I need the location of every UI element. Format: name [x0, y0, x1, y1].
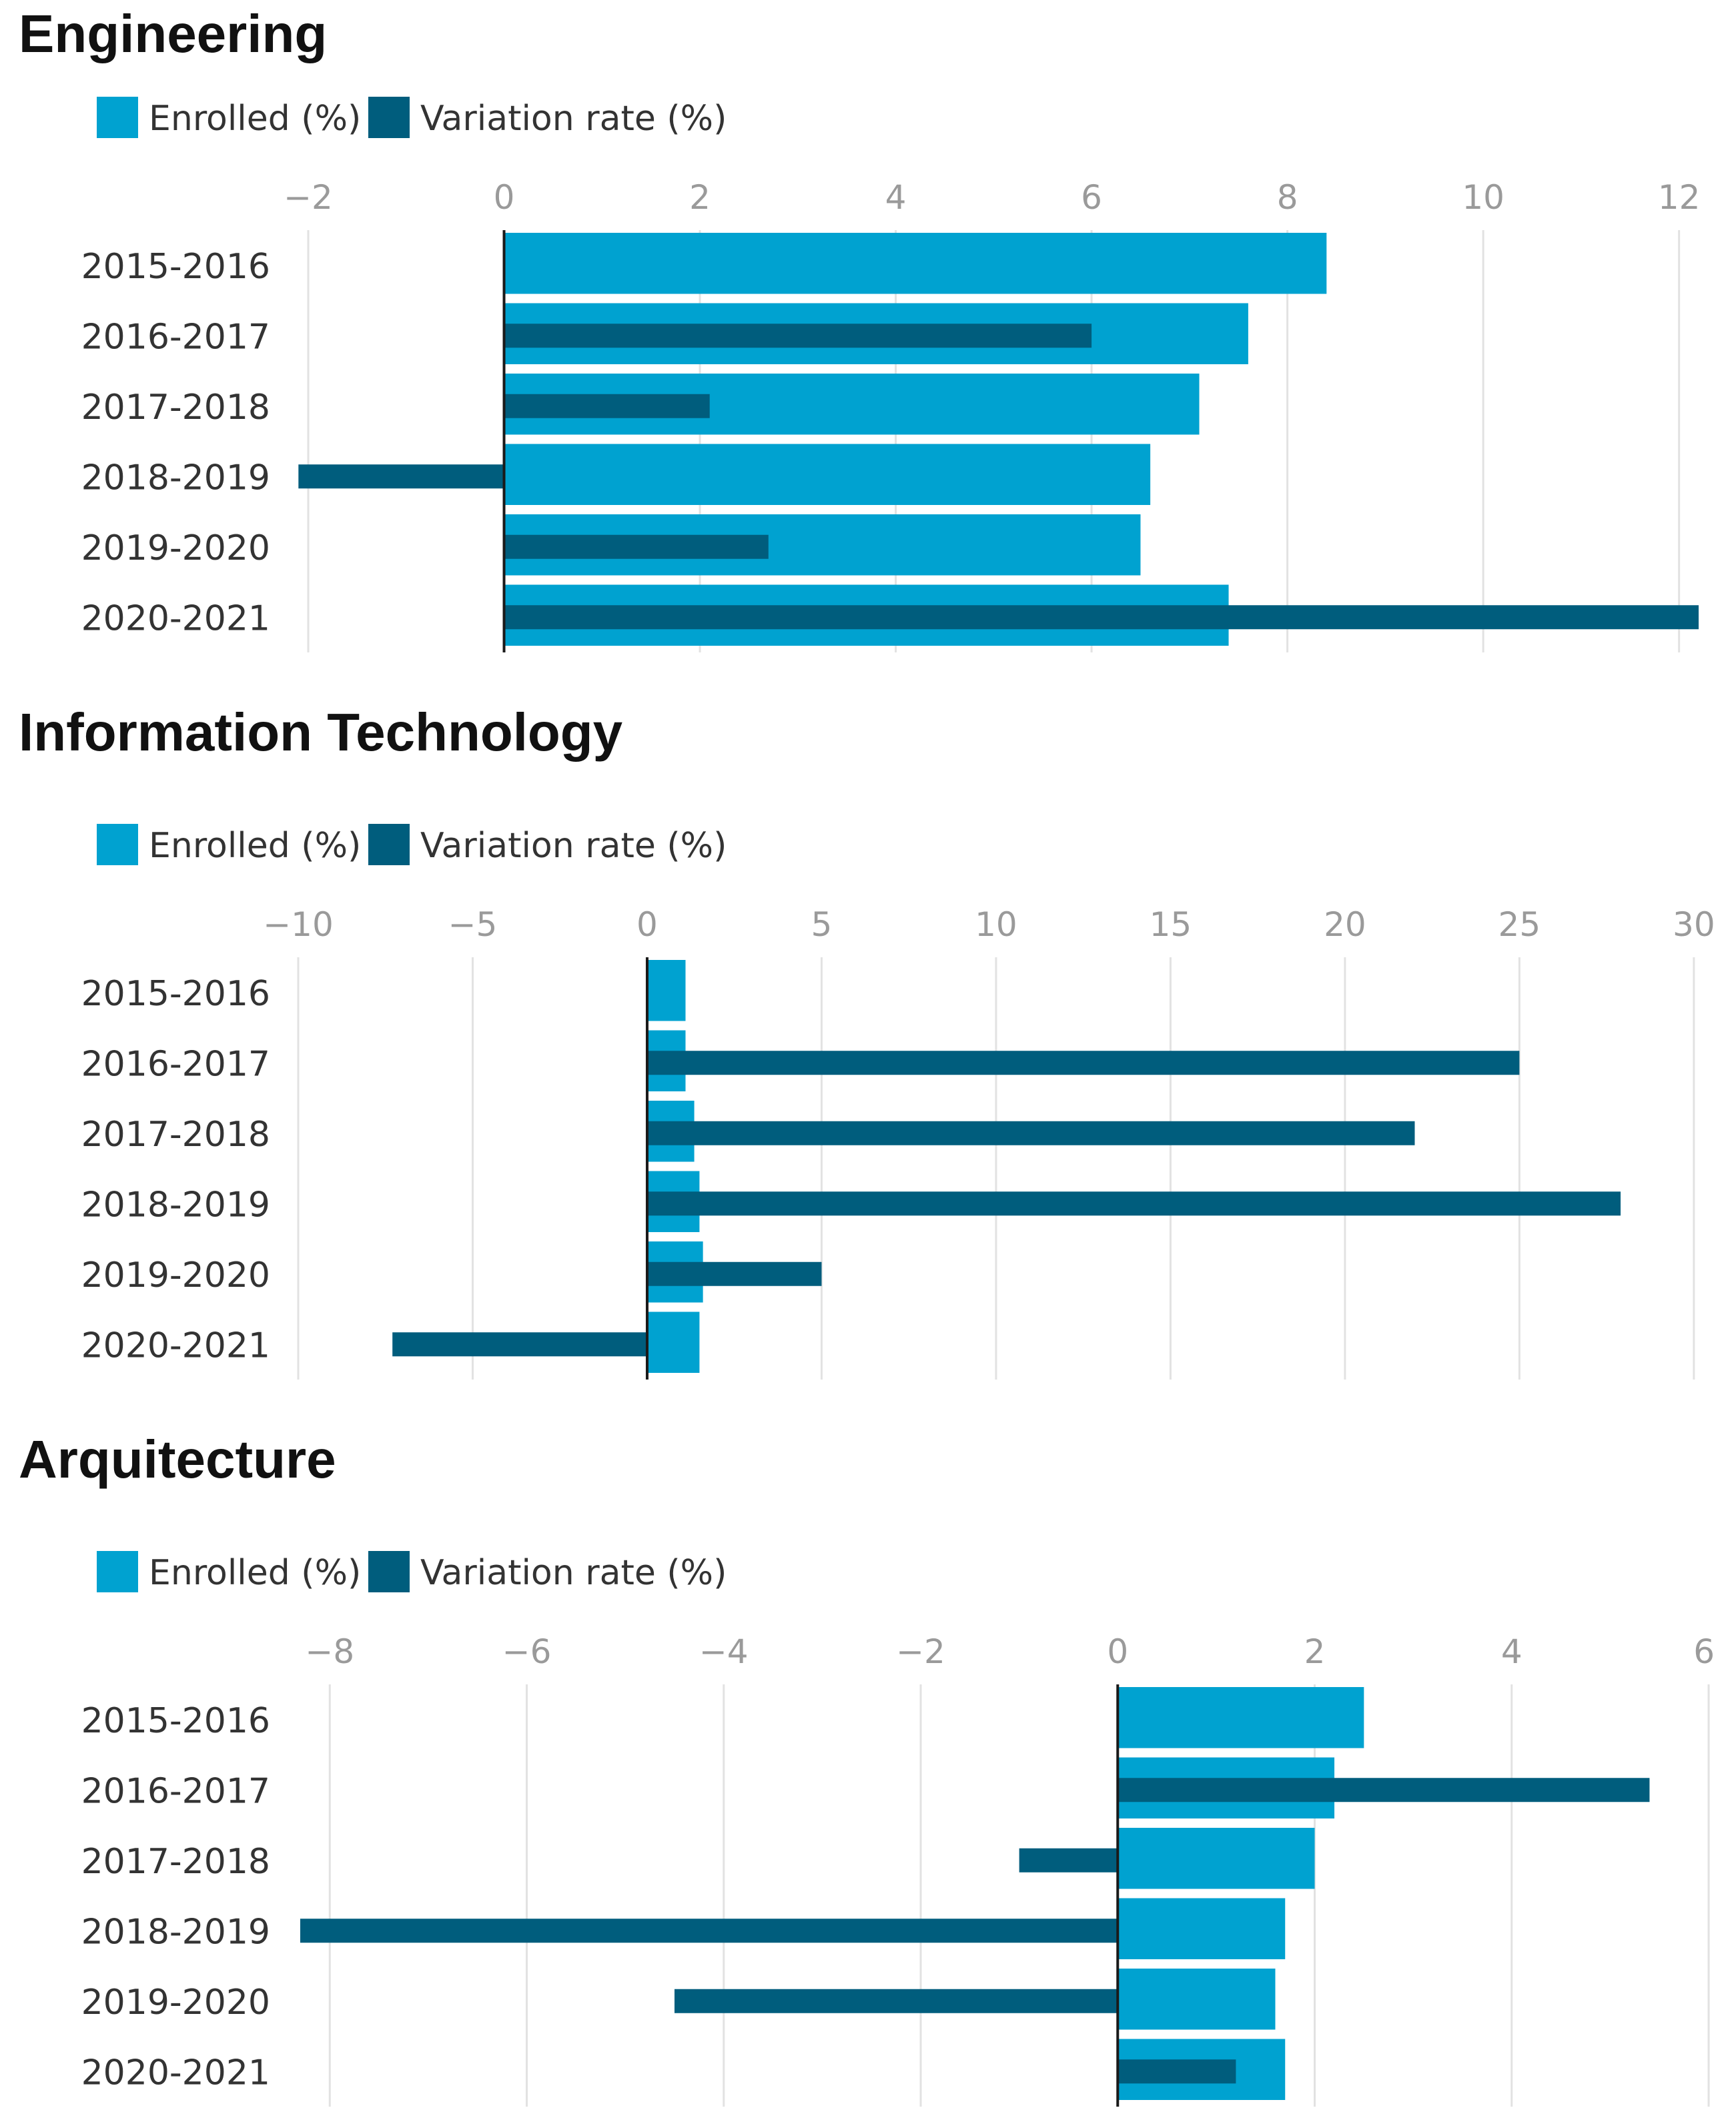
legend-label: Enrolled (%) [149, 1553, 361, 1593]
category-label: 2017-2018 [81, 1115, 270, 1155]
legend-enrolled[interactable]: Enrolled (%) [97, 1551, 361, 1593]
bar-variation[interactable] [1019, 1848, 1118, 1873]
bar-variation[interactable] [646, 1261, 822, 1286]
legend-swatch [368, 1551, 410, 1592]
x-tick-label: −10 [263, 905, 334, 944]
bar-variation[interactable] [392, 1332, 647, 1357]
category-label: 2018-2019 [81, 1912, 270, 1952]
bar-variation[interactable] [1118, 1778, 1650, 1802]
x-tick-label: 20 [1324, 905, 1366, 944]
x-tick-label: 25 [1498, 905, 1541, 944]
x-tick-label: 6 [1081, 178, 1102, 217]
category-label: 2018-2019 [81, 1185, 270, 1225]
x-tick-label: 4 [885, 178, 907, 217]
legend-label: Enrolled (%) [149, 826, 361, 866]
bar-variation[interactable] [300, 1919, 1118, 1943]
chart-panel: Arquitecture Enrolled (%) Variation rate (… [19, 1430, 1715, 2107]
bar-variation[interactable] [504, 324, 1092, 348]
legend-swatch [97, 824, 138, 865]
bar-variation[interactable] [1118, 2059, 1236, 2084]
x-tick-label: 0 [636, 905, 658, 944]
x-tick-label: 0 [1107, 1632, 1128, 1671]
category-label: 2020-2021 [81, 598, 270, 638]
category-label: 2019-2020 [81, 1255, 270, 1295]
chart-panel: Engineering Enrolled (%) Variation rate (%… [19, 4, 1700, 652]
category-label: 2016-2017 [81, 1044, 270, 1084]
bar-enrolled[interactable] [1118, 1828, 1315, 1889]
x-tick-label: 2 [689, 178, 711, 217]
x-tick-label: 10 [975, 905, 1017, 944]
x-tick-label: 5 [811, 905, 833, 944]
legend-enrolled[interactable]: Enrolled (%) [97, 824, 361, 866]
bar-enrolled[interactable] [646, 960, 686, 1021]
x-tick-label: −2 [896, 1632, 945, 1671]
category-label: 2020-2021 [81, 2053, 270, 2093]
category-label: 2017-2018 [81, 1842, 270, 1882]
legend-variation[interactable]: Variation rate (%) [368, 824, 727, 866]
x-tick-label: −2 [284, 178, 333, 217]
category-label: 2016-2017 [81, 317, 270, 357]
x-tick-label: −8 [305, 1632, 354, 1671]
category-label: 2019-2020 [81, 528, 270, 568]
legend-label: Variation rate (%) [420, 99, 727, 139]
category-label: 2016-2017 [81, 1771, 270, 1811]
chart-title: Information Technology [19, 702, 623, 762]
legend-enrolled[interactable]: Enrolled (%) [97, 97, 361, 139]
chart-title: Arquitecture [19, 1430, 336, 1489]
bar-enrolled[interactable] [1118, 1898, 1286, 1960]
x-tick-label: 30 [1673, 905, 1715, 944]
bar-enrolled[interactable] [1118, 1969, 1276, 2030]
legend-variation[interactable]: Variation rate (%) [368, 1551, 727, 1593]
legend-swatch [368, 97, 410, 138]
legend-swatch [97, 97, 138, 138]
bar-enrolled[interactable] [504, 233, 1327, 294]
category-label: 2018-2019 [81, 458, 270, 498]
x-tick-label: −5 [448, 905, 498, 944]
bar-variation[interactable] [504, 605, 1699, 630]
x-tick-label: 15 [1150, 905, 1192, 944]
category-label: 2020-2021 [81, 1326, 270, 1366]
bar-variation[interactable] [646, 1051, 1520, 1075]
x-tick-label: 8 [1277, 178, 1298, 217]
bar-enrolled[interactable] [646, 1311, 700, 1374]
category-label: 2015-2016 [81, 247, 270, 287]
bar-enrolled[interactable] [1118, 1687, 1364, 1748]
x-tick-label: 6 [1693, 1632, 1715, 1671]
x-tick-label: 2 [1304, 1632, 1326, 1671]
bar-variation[interactable] [504, 394, 710, 418]
legend-label: Variation rate (%) [420, 1553, 727, 1593]
x-tick-label: −6 [502, 1632, 552, 1671]
category-label: 2019-2020 [81, 1983, 270, 2023]
legend-variation[interactable]: Variation rate (%) [368, 97, 727, 139]
x-tick-label: 10 [1462, 178, 1504, 217]
category-label: 2015-2016 [81, 1701, 270, 1741]
legend-label: Variation rate (%) [420, 826, 727, 866]
x-tick-label: 0 [494, 178, 515, 217]
x-tick-label: 4 [1501, 1632, 1523, 1671]
legend-swatch [97, 1551, 138, 1592]
category-label: 2017-2018 [81, 388, 270, 428]
bar-variation[interactable] [646, 1191, 1621, 1216]
legend-label: Enrolled (%) [149, 99, 361, 139]
chart-title: Engineering [19, 4, 327, 63]
category-label: 2015-2016 [81, 974, 270, 1014]
x-tick-label: 12 [1658, 178, 1701, 217]
bar-enrolled[interactable] [504, 444, 1151, 506]
x-tick-label: −4 [699, 1632, 749, 1671]
bar-variation[interactable] [504, 534, 769, 559]
bar-variation[interactable] [674, 1989, 1118, 2013]
bar-variation[interactable] [298, 464, 504, 489]
bar-variation[interactable] [646, 1121, 1415, 1145]
chart-panel: Information Technology Enrolled (%) Variat… [19, 702, 1715, 1380]
legend-swatch [368, 824, 410, 865]
